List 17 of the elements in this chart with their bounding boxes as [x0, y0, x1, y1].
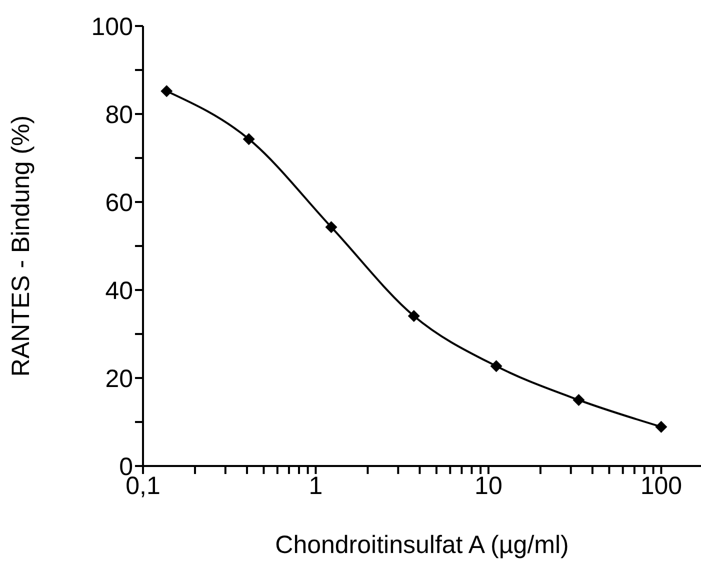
point: [490, 360, 502, 372]
x-axis-title: Chondroitinsulfat A (µg/ml): [275, 531, 569, 559]
point: [325, 221, 338, 234]
x-tick-label: 10: [474, 472, 502, 500]
x-tick-label: 1: [308, 472, 323, 500]
y-tick-label: 80: [105, 100, 133, 129]
point: [408, 310, 420, 322]
point: [242, 133, 255, 146]
y-tick-label: 40: [105, 276, 133, 305]
point: [160, 85, 173, 98]
y-tick-label: 60: [105, 188, 133, 217]
y-axis-title: RANTES - Bindung (%): [6, 115, 35, 377]
y-tick-label: 20: [105, 364, 133, 393]
y-tick-label: 100: [91, 12, 133, 41]
point: [572, 394, 585, 406]
point: [655, 420, 668, 433]
x-tick-label: 100: [640, 472, 682, 500]
